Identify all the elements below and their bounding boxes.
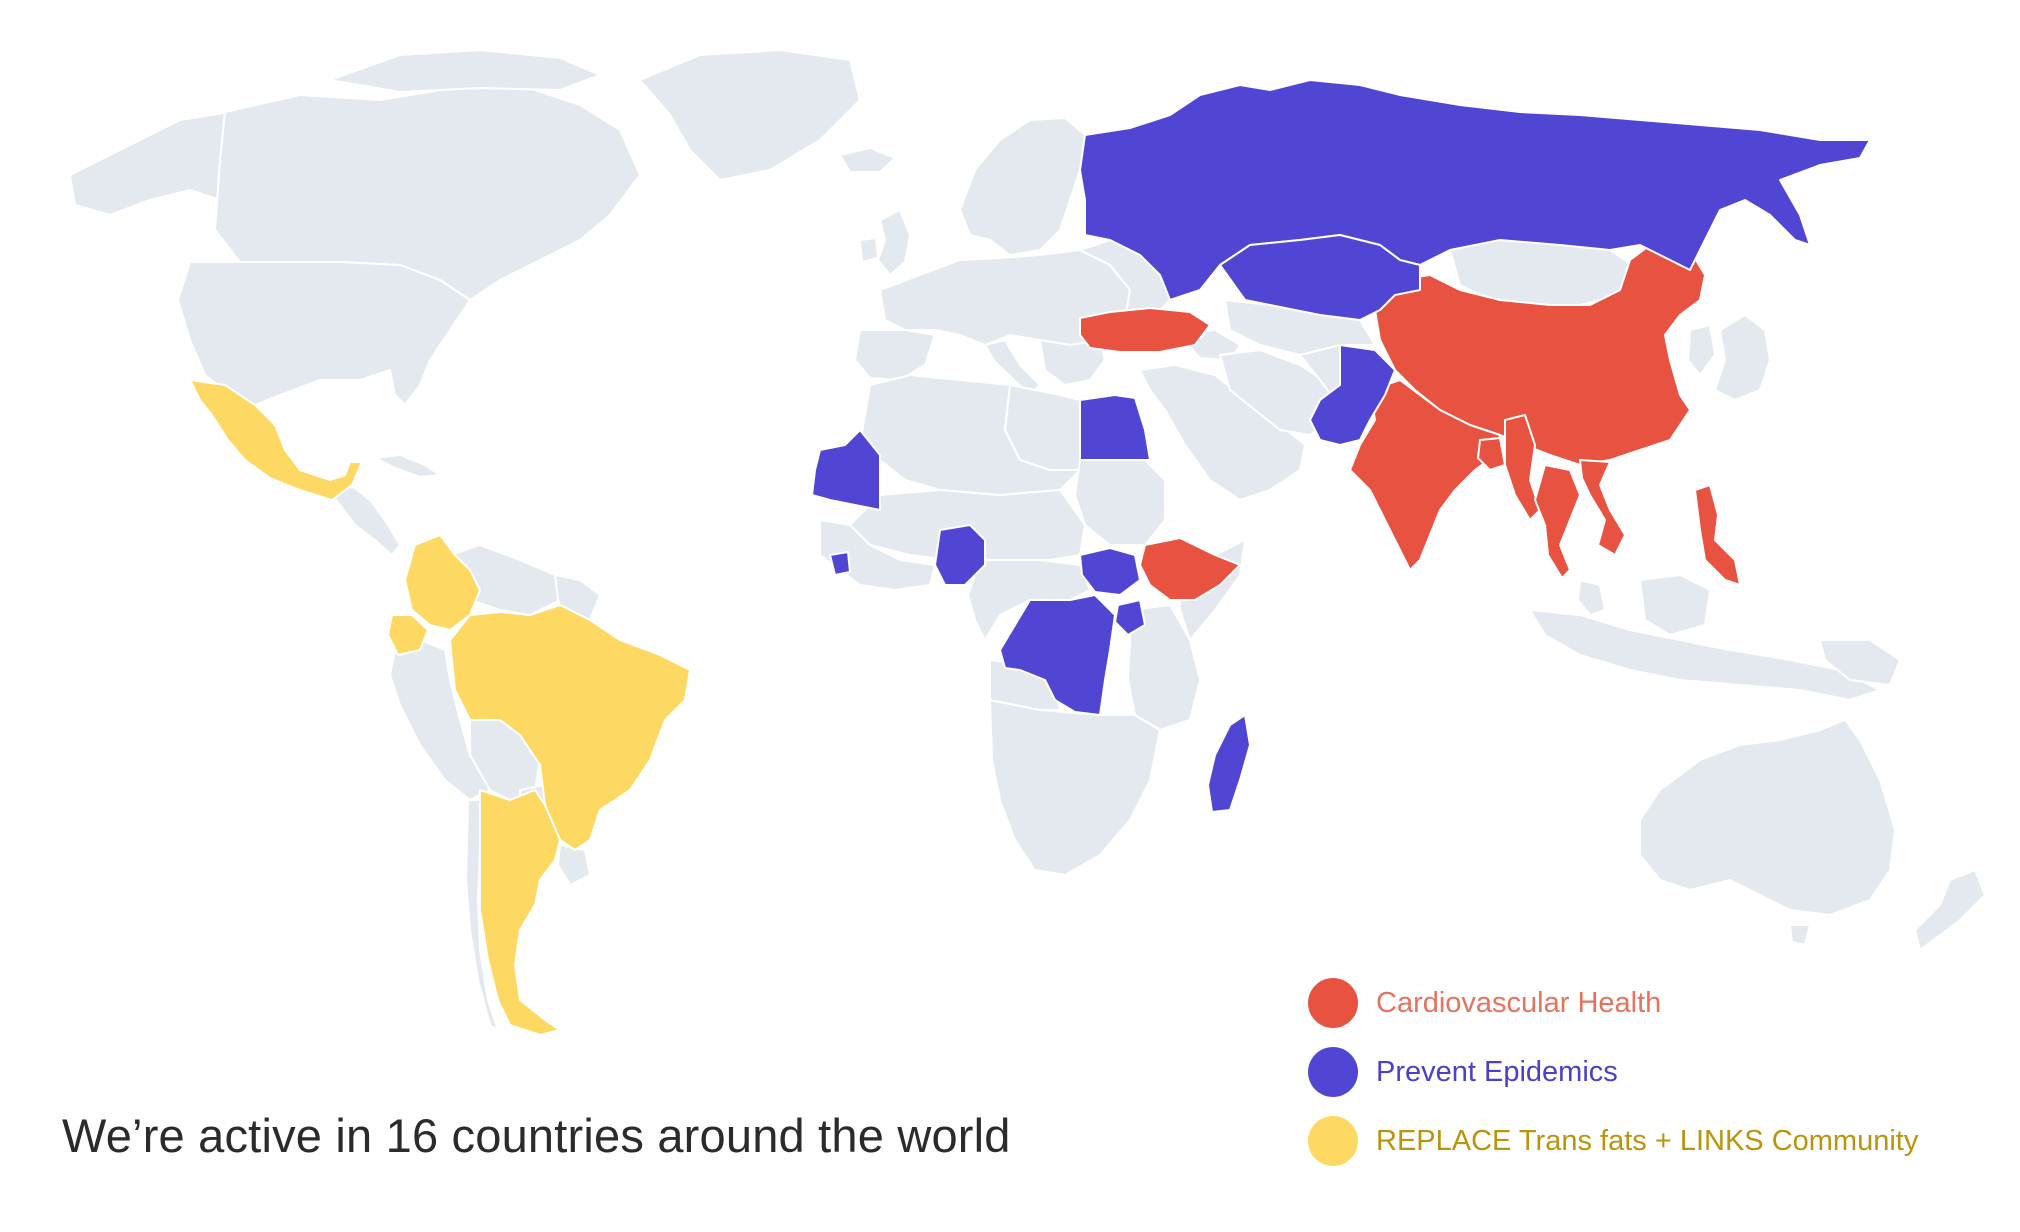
land-layer: [69, 49, 1986, 1031]
country-usa[interactable]: [177, 261, 471, 406]
country-arctic-islands[interactable]: [329, 49, 601, 93]
country-ecuador[interactable]: [387, 614, 429, 656]
country-brazil[interactable]: [449, 604, 691, 851]
country-cote-divoire[interactable]: [829, 551, 851, 576]
legend-label-replace: REPLACE Trans fats + LINKS Community: [1376, 1124, 1919, 1157]
country-borneo[interactable]: [1639, 574, 1711, 636]
country-iberia[interactable]: [854, 329, 936, 381]
epidemics-countries: [811, 79, 1871, 813]
page-caption: We’re active in 16 countries around the …: [62, 1109, 1011, 1162]
country-australia[interactable]: [1639, 719, 1896, 916]
country-uganda[interactable]: [1114, 599, 1146, 636]
country-mexico[interactable]: [189, 379, 363, 501]
legend-item-epidemics: Prevent Epidemics: [1308, 1047, 1918, 1097]
replace-countries: [189, 379, 691, 1036]
country-libya[interactable]: [1004, 384, 1081, 471]
country-india[interactable]: [1349, 379, 1501, 571]
country-scandinavia[interactable]: [959, 117, 1086, 256]
country-ireland[interactable]: [859, 237, 879, 263]
cardiovascular-countries: [1079, 244, 1741, 601]
legend-dot-epidemics: [1308, 1047, 1358, 1097]
country-kazakhstan[interactable]: [1219, 234, 1421, 321]
country-japan[interactable]: [1714, 314, 1771, 401]
country-vietnam[interactable]: [1579, 459, 1626, 556]
country-indonesia[interactable]: [1529, 609, 1881, 701]
country-south-sudan[interactable]: [1079, 547, 1141, 596]
country-tasmania[interactable]: [1789, 924, 1811, 946]
country-iceland[interactable]: [839, 147, 896, 173]
legend-dot-replace: [1308, 1116, 1358, 1166]
legend-item-cardiovascular: Cardiovascular Health: [1308, 978, 1918, 1028]
country-cuba[interactable]: [374, 454, 441, 478]
country-russia[interactable]: [1079, 79, 1871, 301]
legend-label-cardiovascular: Cardiovascular Health: [1376, 986, 1662, 1019]
country-argentina[interactable]: [479, 789, 561, 1036]
country-malaysia[interactable]: [1577, 579, 1606, 616]
country-arabia[interactable]: [1139, 364, 1306, 501]
legend-dot-cardiovascular: [1308, 978, 1358, 1028]
legend-item-replace: REPLACE Trans fats + LINKS Community: [1308, 1116, 1918, 1166]
country-philippines[interactable]: [1694, 484, 1741, 586]
country-southern-africa[interactable]: [989, 699, 1161, 876]
country-thailand[interactable]: [1534, 464, 1581, 579]
country-alaska[interactable]: [69, 111, 231, 216]
country-greenland[interactable]: [639, 49, 861, 181]
country-central-america[interactable]: [319, 479, 401, 556]
country-bangladesh[interactable]: [1477, 437, 1506, 471]
legend: Cardiovascular Health Prevent Epidemics …: [1308, 978, 1918, 1185]
country-drc[interactable]: [999, 594, 1116, 716]
country-turkey[interactable]: [1079, 307, 1211, 353]
country-mauritania[interactable]: [811, 429, 881, 511]
country-balkans[interactable]: [1039, 339, 1106, 386]
country-east-africa[interactable]: [1127, 604, 1201, 731]
country-madagascar[interactable]: [1207, 714, 1251, 813]
country-korea[interactable]: [1687, 324, 1716, 376]
country-sudan[interactable]: [1074, 454, 1166, 546]
country-egypt[interactable]: [1079, 394, 1151, 461]
legend-label-epidemics: Prevent Epidemics: [1376, 1055, 1618, 1088]
country-pakistan[interactable]: [1309, 344, 1396, 446]
country-uk[interactable]: [877, 209, 911, 276]
country-ethiopia[interactable]: [1139, 537, 1241, 601]
country-uruguay[interactable]: [557, 844, 591, 886]
country-papua[interactable]: [1819, 639, 1901, 686]
country-nigeria[interactable]: [934, 524, 986, 586]
country-new-zealand[interactable]: [1914, 869, 1986, 951]
